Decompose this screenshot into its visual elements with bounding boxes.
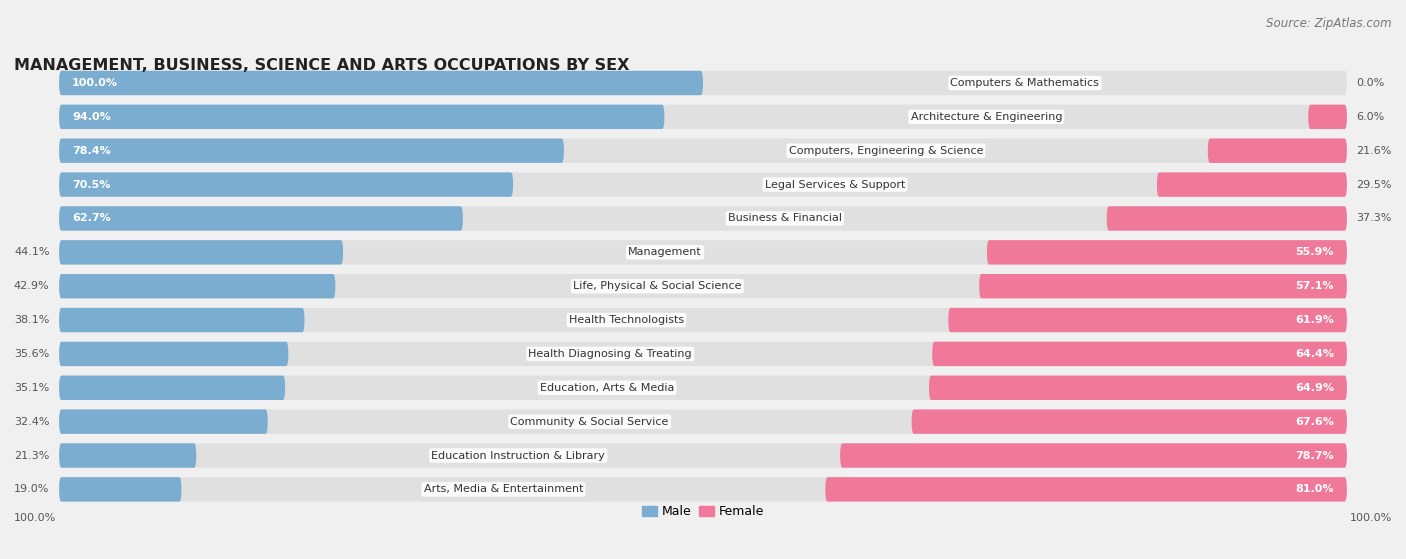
FancyBboxPatch shape <box>1157 172 1347 197</box>
FancyBboxPatch shape <box>59 342 288 366</box>
FancyBboxPatch shape <box>948 308 1347 332</box>
Text: 35.1%: 35.1% <box>14 383 49 393</box>
FancyBboxPatch shape <box>59 139 564 163</box>
Text: Management: Management <box>628 247 702 257</box>
Text: 78.4%: 78.4% <box>72 146 111 156</box>
FancyBboxPatch shape <box>59 443 197 468</box>
FancyBboxPatch shape <box>59 342 1347 366</box>
FancyBboxPatch shape <box>59 376 285 400</box>
Text: 67.6%: 67.6% <box>1295 416 1334 427</box>
Text: 64.4%: 64.4% <box>1295 349 1334 359</box>
FancyBboxPatch shape <box>59 308 305 332</box>
Text: 100.0%: 100.0% <box>14 513 56 523</box>
Text: 55.9%: 55.9% <box>1295 247 1334 257</box>
Text: 100.0%: 100.0% <box>1350 513 1392 523</box>
Text: 37.3%: 37.3% <box>1357 214 1392 224</box>
Text: 100.0%: 100.0% <box>72 78 118 88</box>
FancyBboxPatch shape <box>59 376 1347 400</box>
Text: Education, Arts & Media: Education, Arts & Media <box>540 383 675 393</box>
Text: Health Technologists: Health Technologists <box>569 315 683 325</box>
Text: Community & Social Service: Community & Social Service <box>510 416 669 427</box>
Text: 62.7%: 62.7% <box>72 214 111 224</box>
Text: 64.9%: 64.9% <box>1295 383 1334 393</box>
FancyBboxPatch shape <box>59 274 336 299</box>
Text: Computers & Mathematics: Computers & Mathematics <box>950 78 1099 88</box>
Text: 21.3%: 21.3% <box>14 451 49 461</box>
FancyBboxPatch shape <box>911 409 1347 434</box>
FancyBboxPatch shape <box>59 409 267 434</box>
FancyBboxPatch shape <box>59 477 1347 501</box>
FancyBboxPatch shape <box>59 105 665 129</box>
FancyBboxPatch shape <box>59 477 181 501</box>
Text: MANAGEMENT, BUSINESS, SCIENCE AND ARTS OCCUPATIONS BY SEX: MANAGEMENT, BUSINESS, SCIENCE AND ARTS O… <box>14 58 630 73</box>
Text: 32.4%: 32.4% <box>14 416 49 427</box>
Text: 29.5%: 29.5% <box>1357 179 1392 190</box>
Text: Legal Services & Support: Legal Services & Support <box>765 179 905 190</box>
FancyBboxPatch shape <box>1107 206 1347 231</box>
FancyBboxPatch shape <box>59 172 1347 197</box>
Text: 42.9%: 42.9% <box>14 281 49 291</box>
Text: Education Instruction & Library: Education Instruction & Library <box>432 451 605 461</box>
FancyBboxPatch shape <box>1308 105 1347 129</box>
Text: 61.9%: 61.9% <box>1295 315 1334 325</box>
Text: Computers, Engineering & Science: Computers, Engineering & Science <box>789 146 983 156</box>
FancyBboxPatch shape <box>1208 139 1347 163</box>
FancyBboxPatch shape <box>987 240 1347 264</box>
Text: 21.6%: 21.6% <box>1357 146 1392 156</box>
FancyBboxPatch shape <box>59 105 1347 129</box>
FancyBboxPatch shape <box>59 139 1347 163</box>
Text: 0.0%: 0.0% <box>1357 78 1385 88</box>
Text: Business & Financial: Business & Financial <box>728 214 842 224</box>
Text: Health Diagnosing & Treating: Health Diagnosing & Treating <box>529 349 692 359</box>
Text: 94.0%: 94.0% <box>72 112 111 122</box>
Text: 6.0%: 6.0% <box>1357 112 1385 122</box>
Text: 19.0%: 19.0% <box>14 485 49 494</box>
FancyBboxPatch shape <box>59 240 1347 264</box>
FancyBboxPatch shape <box>825 477 1347 501</box>
FancyBboxPatch shape <box>59 409 1347 434</box>
Text: Architecture & Engineering: Architecture & Engineering <box>911 112 1062 122</box>
Text: 38.1%: 38.1% <box>14 315 49 325</box>
Text: 57.1%: 57.1% <box>1295 281 1334 291</box>
FancyBboxPatch shape <box>929 376 1347 400</box>
Text: 81.0%: 81.0% <box>1295 485 1334 494</box>
Text: Source: ZipAtlas.com: Source: ZipAtlas.com <box>1267 17 1392 30</box>
FancyBboxPatch shape <box>59 443 1347 468</box>
Text: Life, Physical & Social Science: Life, Physical & Social Science <box>574 281 741 291</box>
Text: Arts, Media & Entertainment: Arts, Media & Entertainment <box>423 485 583 494</box>
FancyBboxPatch shape <box>59 206 1347 231</box>
Legend: Male, Female: Male, Female <box>641 505 765 518</box>
FancyBboxPatch shape <box>59 274 1347 299</box>
FancyBboxPatch shape <box>59 172 513 197</box>
FancyBboxPatch shape <box>841 443 1347 468</box>
FancyBboxPatch shape <box>59 240 343 264</box>
FancyBboxPatch shape <box>59 308 1347 332</box>
FancyBboxPatch shape <box>979 274 1347 299</box>
Text: 70.5%: 70.5% <box>72 179 111 190</box>
Text: 35.6%: 35.6% <box>14 349 49 359</box>
FancyBboxPatch shape <box>932 342 1347 366</box>
Text: 44.1%: 44.1% <box>14 247 49 257</box>
Text: 78.7%: 78.7% <box>1295 451 1334 461</box>
FancyBboxPatch shape <box>59 206 463 231</box>
FancyBboxPatch shape <box>59 71 703 95</box>
FancyBboxPatch shape <box>59 71 1347 95</box>
